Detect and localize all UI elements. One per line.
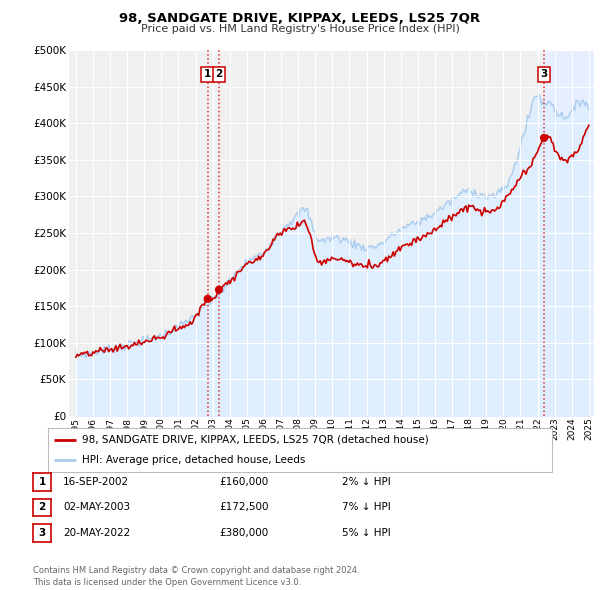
Text: 20-MAY-2022: 20-MAY-2022 [63, 528, 130, 537]
Text: 3: 3 [541, 69, 548, 79]
Text: 3: 3 [38, 528, 46, 537]
Text: 1: 1 [38, 477, 46, 487]
Text: Contains HM Land Registry data © Crown copyright and database right 2024.
This d: Contains HM Land Registry data © Crown c… [33, 566, 359, 587]
Text: £172,500: £172,500 [219, 503, 269, 512]
Text: 2: 2 [215, 69, 223, 79]
Text: 7% ↓ HPI: 7% ↓ HPI [342, 503, 391, 512]
Text: 1: 1 [204, 69, 211, 79]
Text: Price paid vs. HM Land Registry's House Price Index (HPI): Price paid vs. HM Land Registry's House … [140, 24, 460, 34]
Text: 16-SEP-2002: 16-SEP-2002 [63, 477, 129, 487]
Point [214, 285, 224, 294]
Text: HPI: Average price, detached house, Leeds: HPI: Average price, detached house, Leed… [82, 455, 305, 465]
Point [203, 294, 212, 304]
Text: 5% ↓ HPI: 5% ↓ HPI [342, 528, 391, 537]
Text: 2: 2 [38, 503, 46, 512]
Point [539, 133, 549, 143]
Text: 98, SANDGATE DRIVE, KIPPAX, LEEDS, LS25 7QR (detached house): 98, SANDGATE DRIVE, KIPPAX, LEEDS, LS25 … [82, 435, 429, 445]
Text: 2% ↓ HPI: 2% ↓ HPI [342, 477, 391, 487]
Text: 98, SANDGATE DRIVE, KIPPAX, LEEDS, LS25 7QR: 98, SANDGATE DRIVE, KIPPAX, LEEDS, LS25 … [119, 12, 481, 25]
Text: 02-MAY-2003: 02-MAY-2003 [63, 503, 130, 512]
Bar [544, 50, 594, 416]
Text: £160,000: £160,000 [219, 477, 268, 487]
Text: £380,000: £380,000 [219, 528, 268, 537]
